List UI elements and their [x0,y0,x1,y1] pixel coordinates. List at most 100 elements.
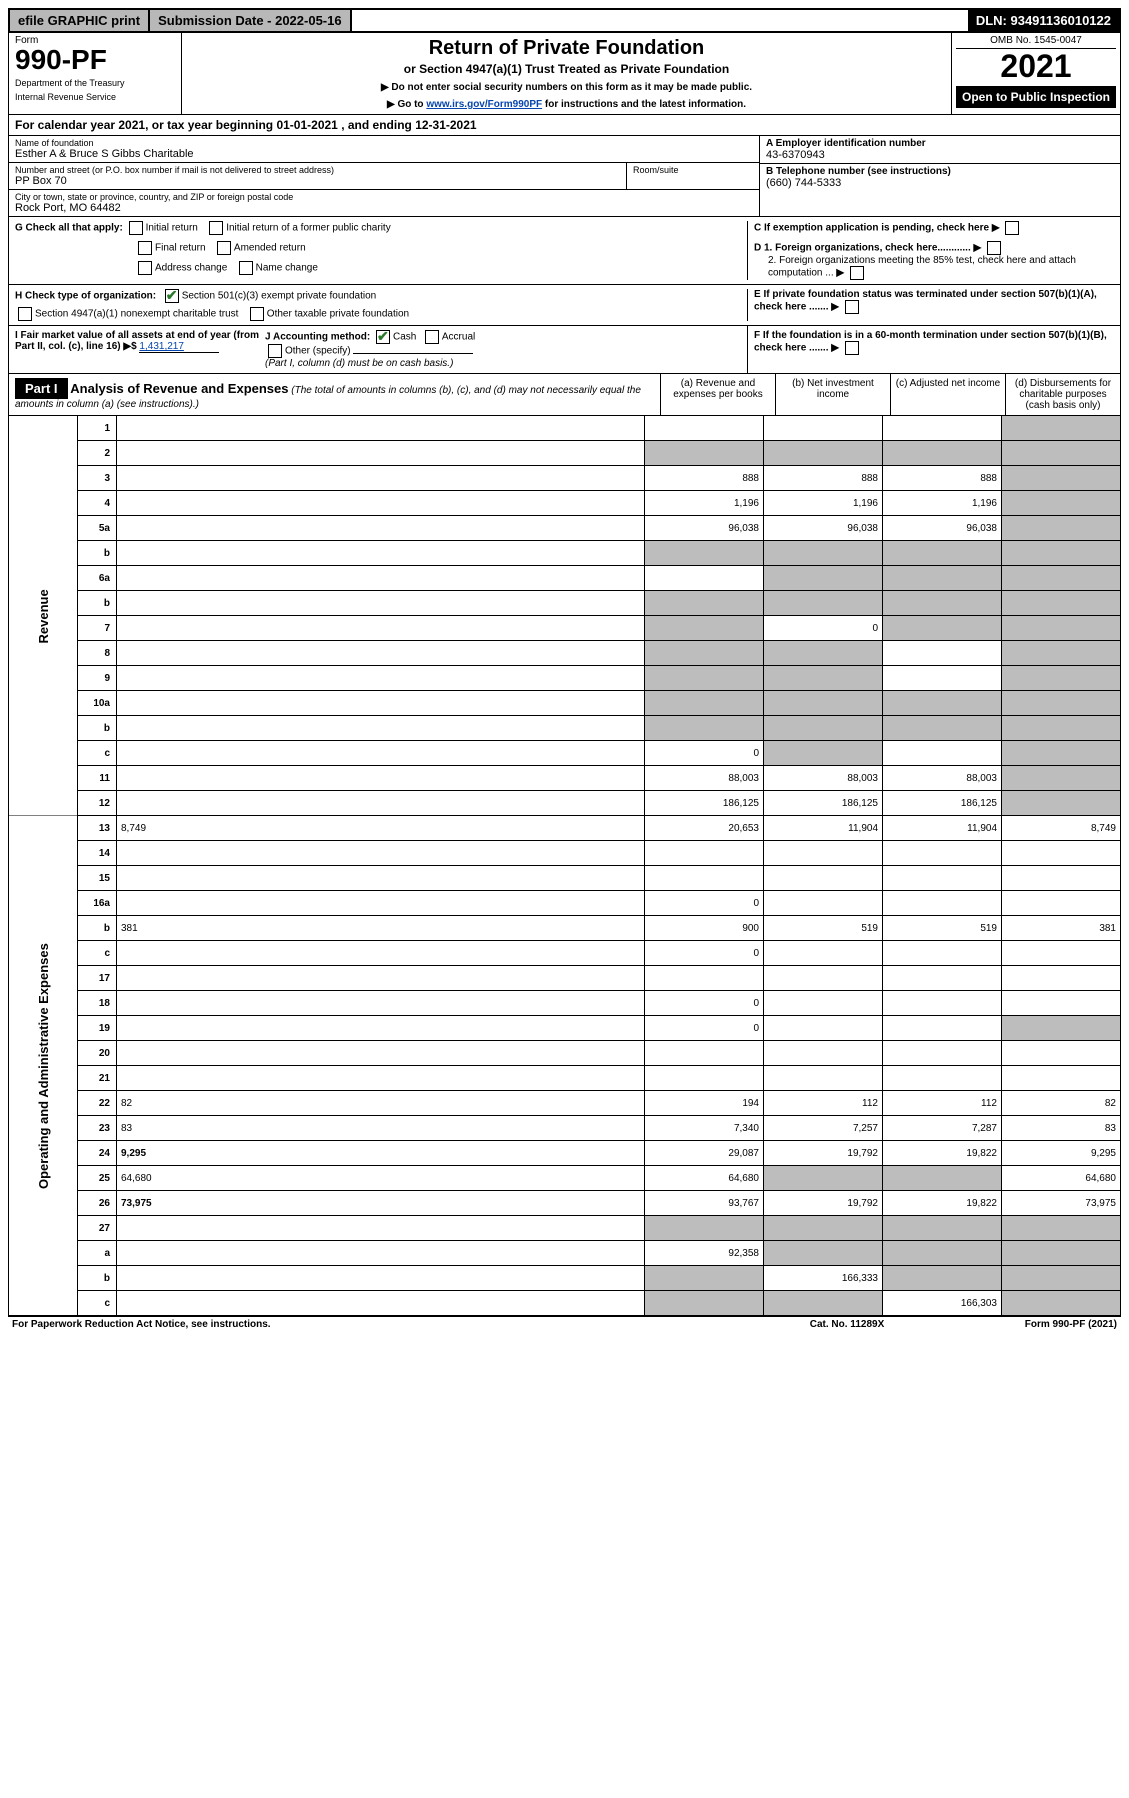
cell-b [764,1216,883,1241]
checkbox-accrual[interactable] [425,330,439,344]
d1-label: D 1. Foreign organizations, check here..… [754,243,971,254]
line-desc [117,741,645,766]
col-d-head: (d) Disbursements for charitable purpose… [1005,374,1120,415]
cell-c: 1,196 [883,491,1002,516]
instructions-link[interactable]: www.irs.gov/Form990PF [426,99,542,110]
cell-d [1002,641,1121,666]
cell-c [883,416,1002,441]
top-spacer [352,10,968,31]
table-row: b381900519519381 [9,916,1121,941]
efile-print-label[interactable]: efile GRAPHIC print [10,10,150,31]
fmv-value[interactable]: 1,431,217 [139,341,219,353]
table-row: a92,358 [9,1241,1121,1266]
checkbox-d1[interactable] [987,241,1001,255]
j-other: Other (specify) [285,346,351,357]
line-desc [117,716,645,741]
line-number: 2 [78,441,117,466]
cell-d [1002,1266,1121,1291]
submission-date: Submission Date - 2022-05-16 [150,10,352,31]
line-desc [117,591,645,616]
line-number: c [78,741,117,766]
checkbox-c[interactable] [1005,221,1019,235]
addr-cell: Number and street (or P.O. box number if… [9,163,626,189]
top-bar: efile GRAPHIC print Submission Date - 20… [8,8,1121,33]
name-cell: Name of foundation Esther A & Bruce S Gi… [9,136,759,163]
checkbox-other-method[interactable] [268,344,282,358]
cell-c: 112 [883,1091,1002,1116]
table-row: 2564,68064,68064,680 [9,1166,1121,1191]
cell-d [1002,441,1121,466]
g-label: G Check all that apply: [15,223,123,234]
room-label: Room/suite [626,163,759,189]
cell-b: 186,125 [764,791,883,816]
cell-a: 888 [645,466,764,491]
cell-c [883,1166,1002,1191]
cell-d [1002,891,1121,916]
cell-b: 19,792 [764,1191,883,1216]
line-desc [117,466,645,491]
cell-c [883,666,1002,691]
side-label-expenses: Operating and Administrative Expenses [9,816,78,1316]
checkbox-name-change[interactable] [239,261,253,275]
cell-b: 112 [764,1091,883,1116]
cell-b [764,1066,883,1091]
cell-c [883,941,1002,966]
cell-c [883,991,1002,1016]
table-row: 17 [9,966,1121,991]
sub-title: or Section 4947(a)(1) Trust Treated as P… [192,62,941,76]
cell-d [1002,516,1121,541]
checkbox-amended-return[interactable] [217,241,231,255]
cell-c [883,591,1002,616]
line-number: 5a [78,516,117,541]
cell-c: 96,038 [883,516,1002,541]
city-cell: City or town, state or province, country… [9,190,759,216]
line-number: 20 [78,1041,117,1066]
checkbox-initial-return[interactable] [129,221,143,235]
checkbox-d2[interactable] [850,266,864,280]
checkbox-4947a1[interactable] [18,307,32,321]
part1-label: Part I [15,378,68,399]
footer-left: For Paperwork Reduction Act Notice, see … [12,1319,757,1330]
table-row: 228219411211282 [9,1091,1121,1116]
line-number: 9 [78,666,117,691]
checkbox-501c3[interactable] [165,289,179,303]
line-desc [117,1291,645,1316]
cell-d [1002,1291,1121,1316]
line-desc: 8,749 [117,816,645,841]
checkbox-initial-former[interactable] [209,221,223,235]
cell-d [1002,566,1121,591]
foundation-name: Esther A & Bruce S Gibbs Charitable [15,148,753,160]
checkbox-other-taxable[interactable] [250,307,264,321]
col-b-head: (b) Net investment income [775,374,890,415]
checkbox-address-change[interactable] [138,261,152,275]
line-number: 25 [78,1166,117,1191]
phone-label: B Telephone number (see instructions) [766,166,1114,177]
col-c-head: (c) Adjusted net income [890,374,1005,415]
checkbox-cash[interactable] [376,330,390,344]
part1-col-heads: (a) Revenue and expenses per books (b) N… [660,374,1120,415]
line-desc [117,1216,645,1241]
line-desc [117,441,645,466]
line-number: b [78,1266,117,1291]
phone-value: (660) 744-5333 [766,177,1114,189]
table-row: c166,303 [9,1291,1121,1316]
table-row: 10a [9,691,1121,716]
j-cash: Cash [393,332,416,343]
g-opt-3: Amended return [234,243,306,254]
line-desc [117,1266,645,1291]
checkbox-f[interactable] [845,341,859,355]
checkbox-e[interactable] [845,300,859,314]
cell-d [1002,541,1121,566]
cell-a: 186,125 [645,791,764,816]
cell-b [764,691,883,716]
section-h-e: H Check type of organization: Section 50… [8,285,1121,326]
cell-d [1002,966,1121,991]
checkbox-final-return[interactable] [138,241,152,255]
ij-block: I Fair market value of all assets at end… [9,326,747,373]
cell-b: 1,196 [764,491,883,516]
cell-c [883,841,1002,866]
cell-d [1002,1241,1121,1266]
cell-c: 888 [883,466,1002,491]
table-row: c0 [9,941,1121,966]
line-desc: 381 [117,916,645,941]
